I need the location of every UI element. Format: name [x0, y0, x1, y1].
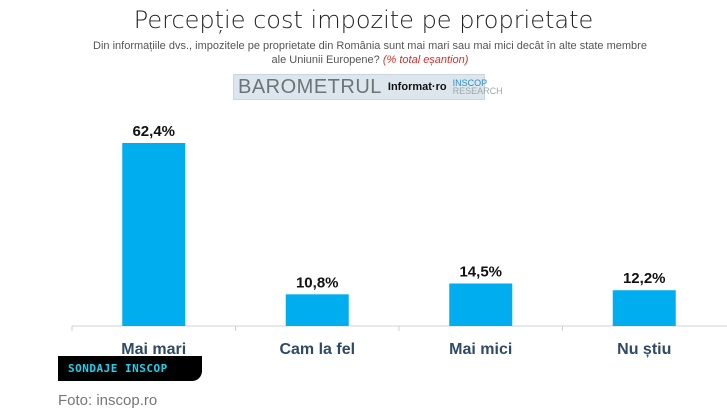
photo-credit: Foto: inscop.ro: [58, 392, 158, 409]
chart-subtitle: Din informațiile dvs., impozitele pe pro…: [90, 39, 650, 67]
bar-chart: 62,4% Mai mari 10,8% Cam la fel 14,5% Mai mic…: [71, 123, 727, 358]
barometru-logo: BAROMETRUL Informat·ro INSCOP RESEARCH: [233, 74, 503, 100]
category-label: Mai mari: [121, 341, 186, 358]
data-label: 62,4%: [132, 123, 175, 140]
bar: [122, 143, 186, 326]
subtitle-text: Din informațiile dvs., impozitele pe pro…: [93, 40, 647, 66]
category-label: Cam la fel: [279, 341, 355, 358]
logo-inscop: INSCOP RESEARCH: [452, 78, 503, 96]
chart-title: Percepție cost impozite pe proprietate: [133, 6, 594, 34]
category-label: Nu știu: [617, 341, 671, 358]
bar: [285, 294, 349, 326]
data-label: 10,8%: [296, 274, 339, 291]
logo-informat: Informat·ro: [387, 81, 447, 93]
logo-barometru: BAROMETRUL: [238, 75, 382, 98]
bar: [612, 290, 676, 326]
bar: [449, 283, 513, 326]
category-label: Mai mici: [449, 341, 512, 358]
data-label: 12,2%: [623, 270, 666, 287]
data-label: 14,5%: [459, 263, 502, 280]
subtitle-note: (% total eșantion): [382, 54, 469, 66]
sondaje-inscop-badge: SONDAJE INSCOP: [58, 356, 202, 381]
